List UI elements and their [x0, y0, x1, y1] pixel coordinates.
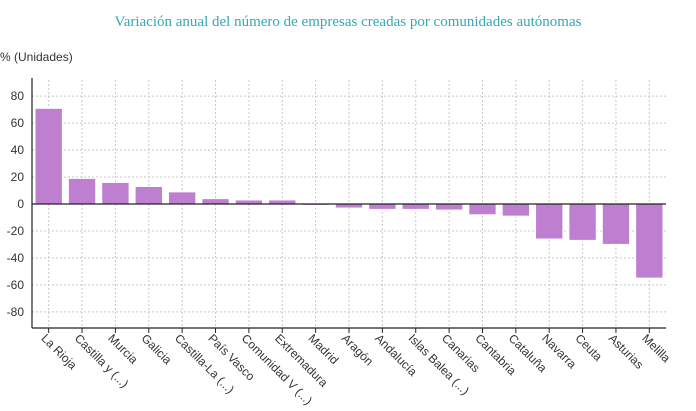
y-tick-label: 80: [11, 89, 25, 103]
y-tick-label: -60: [7, 278, 25, 292]
bar: [434, 203, 464, 211]
bar: [34, 107, 63, 205]
y-tick-label: -40: [7, 251, 25, 265]
bar: [401, 203, 430, 210]
bar: [535, 203, 564, 240]
bar: [368, 203, 397, 210]
bar: [568, 203, 597, 241]
y-tick-label: 60: [11, 116, 25, 130]
bar: [601, 203, 631, 245]
y-tick-label: 0: [17, 197, 24, 211]
bar: [468, 203, 497, 216]
y-tick-label: 20: [11, 170, 25, 184]
bar: [134, 185, 163, 205]
bar: [67, 177, 97, 205]
bar: [101, 181, 130, 205]
y-axis-label: % (Unidades): [0, 50, 73, 64]
x-tick-label: Asturias: [606, 331, 647, 372]
y-tick-label: -80: [7, 305, 25, 319]
chart-title: Variación anual del número de empresas c…: [114, 14, 582, 30]
bar: [635, 203, 664, 279]
bar: [167, 191, 197, 205]
y-tick-label: -20: [7, 224, 25, 238]
x-tick-label: Aragón: [339, 331, 376, 368]
bar: [234, 199, 264, 205]
bar: [201, 198, 230, 205]
y-tick-label: 40: [11, 143, 25, 157]
bar: [501, 203, 531, 217]
x-tick-label: Castilla-La (...): [172, 331, 237, 396]
x-tick-label: Galicia: [139, 331, 175, 367]
x-tick-label: La Rioja: [39, 331, 80, 372]
bar: [334, 203, 364, 209]
bar: [268, 199, 297, 205]
